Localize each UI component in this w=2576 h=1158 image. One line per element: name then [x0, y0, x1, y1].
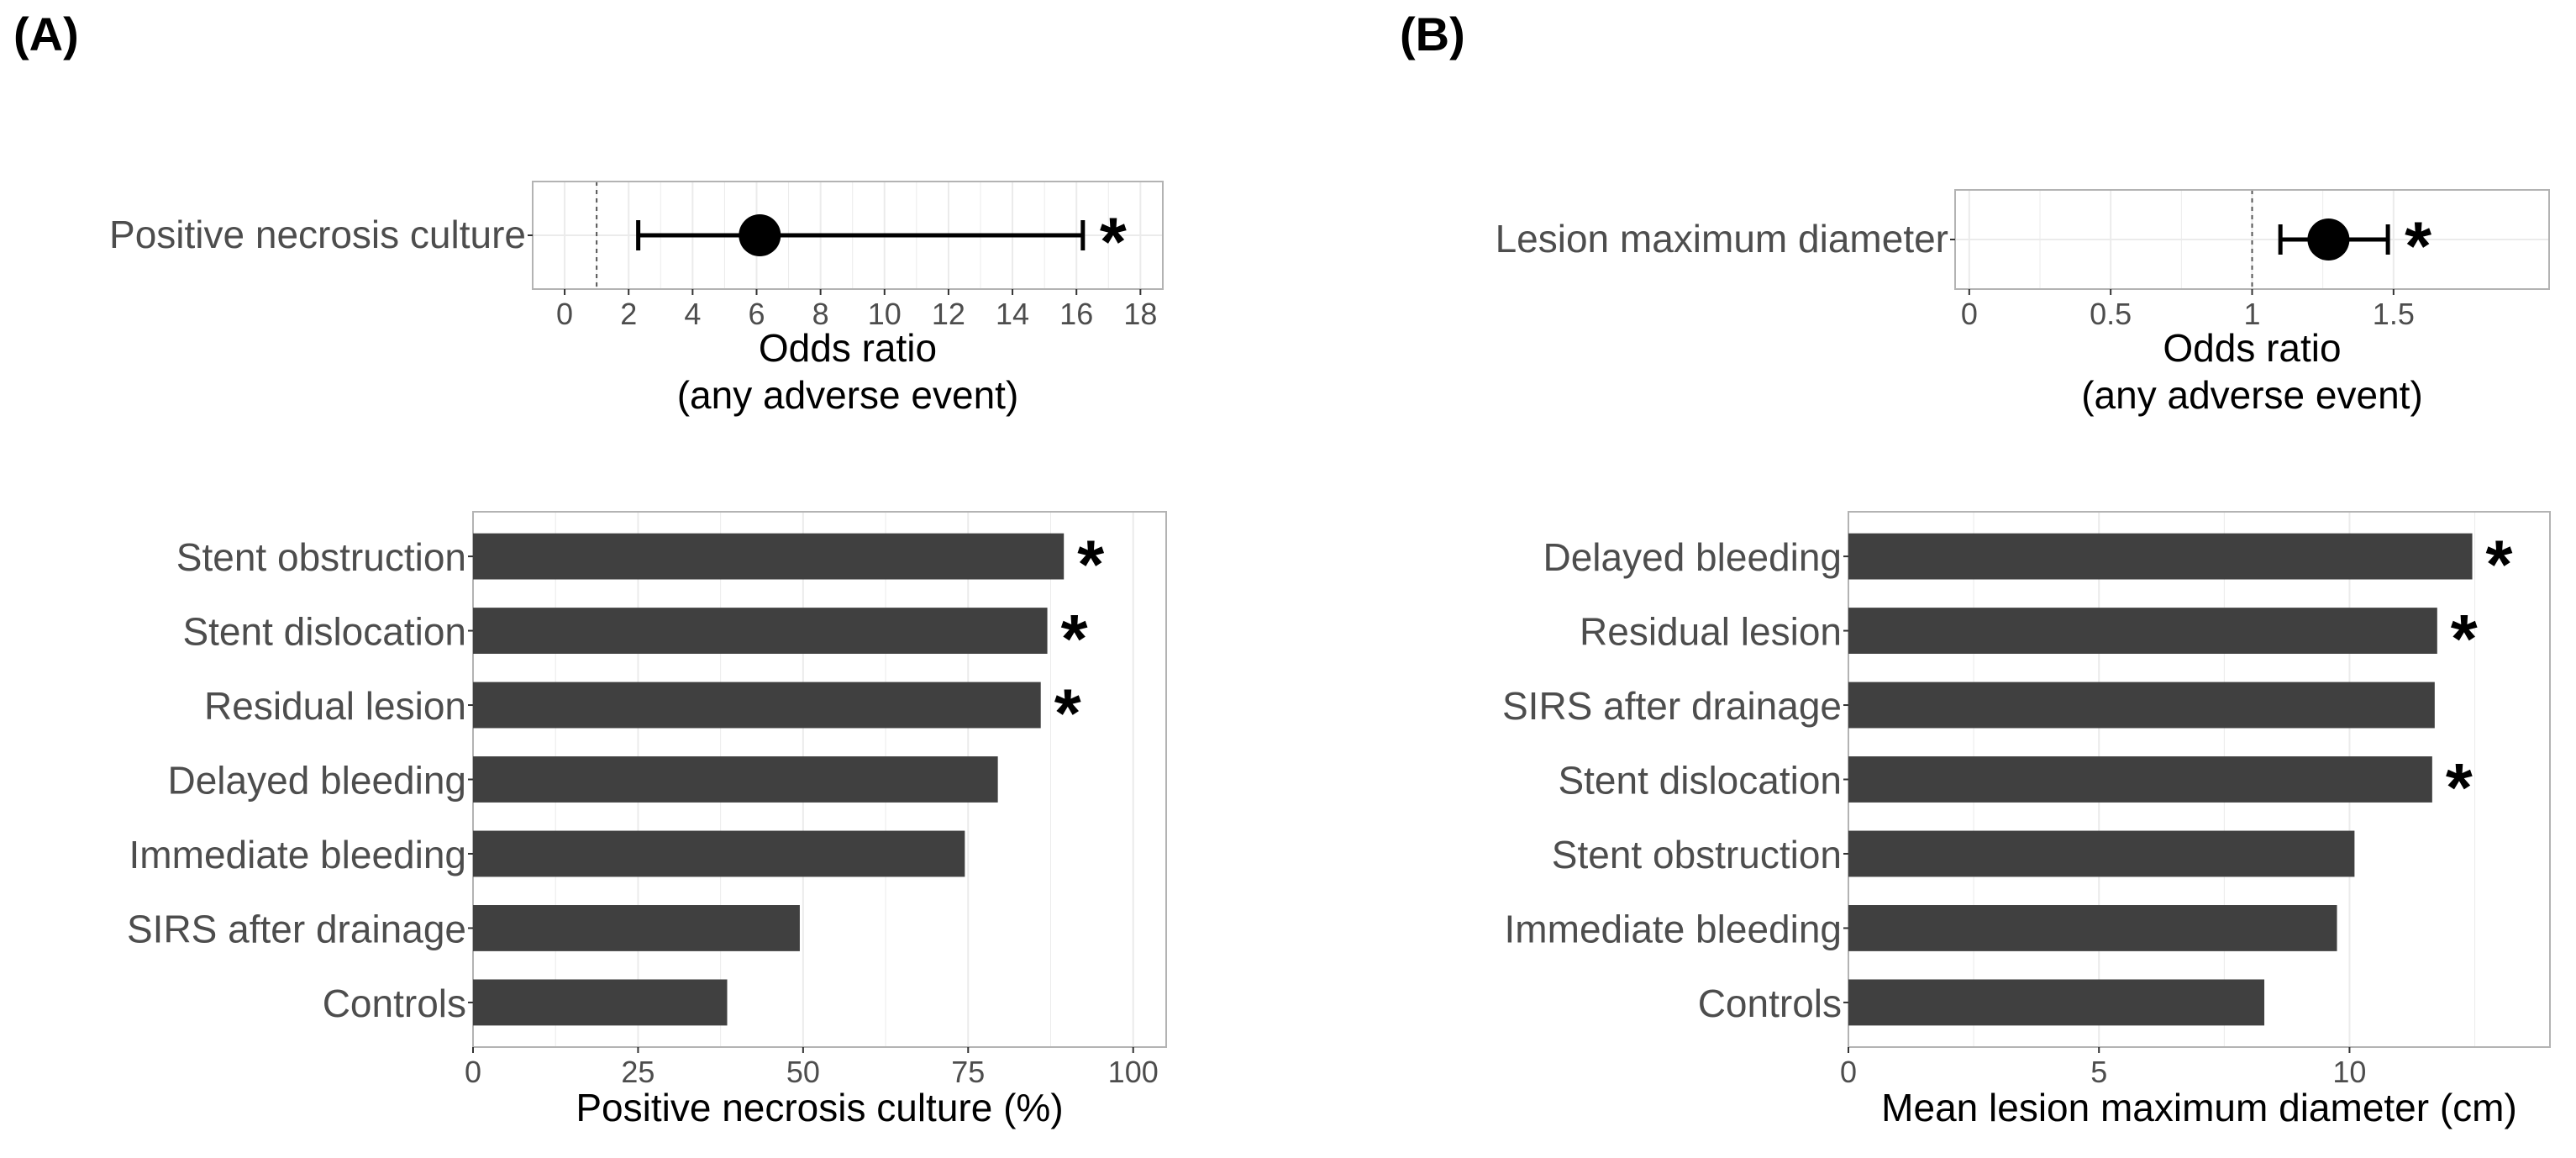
forest-plot-a: * Positive necrosis culture 0 2 4 6 8 10 12 14 16 1… — [109, 181, 1164, 417]
bar — [473, 830, 965, 877]
bar — [473, 533, 1065, 580]
estimate-point — [2307, 218, 2350, 261]
x-tick-label: 5 — [2090, 1055, 2107, 1089]
x-tick-label: 4 — [684, 297, 701, 331]
x-tick-label: 12 — [932, 297, 965, 331]
x-tick-label: 0 — [465, 1055, 481, 1089]
y-label: Positive necrosis culture — [109, 213, 526, 256]
bar — [473, 608, 1048, 654]
panel-label-a: (A) — [13, 8, 79, 61]
y-tick-label: Residual lesion — [1580, 610, 1842, 654]
y-tick-label: Delayed bleeding — [1543, 535, 1843, 579]
x-axis-title: Mean lesion maximum diameter (cm) — [1881, 1086, 2517, 1129]
x-tick-label: 10 — [868, 297, 902, 331]
x-tick-label: 14 — [996, 297, 1029, 331]
x-tick-label: 75 — [951, 1055, 985, 1089]
estimate-point — [739, 214, 781, 256]
y-tick-label: Delayed bleeding — [168, 759, 467, 803]
y-tick-label: Stent dislocation — [1558, 759, 1842, 803]
x-tick-label: 0 — [1961, 297, 1978, 331]
y-tick-label: Controls — [1698, 982, 1842, 1025]
x-tick-label: 16 — [1059, 297, 1093, 331]
significance-star: * — [2451, 602, 2478, 678]
significance-star: * — [2486, 527, 2513, 603]
y-tick-label: Residual lesion — [204, 684, 466, 728]
significance-star: * — [2446, 750, 2473, 827]
y-tick-label: Stent obstruction — [176, 535, 466, 579]
y-tick-label: Immediate bleeding — [129, 833, 466, 876]
x-axis-title: Odds ratio — [2163, 326, 2341, 370]
bar — [1848, 756, 2432, 803]
x-tick-label: 0.5 — [2090, 297, 2132, 331]
y-label: Lesion maximum diameter — [1496, 217, 1948, 261]
x-tick-label: 1 — [2243, 297, 2260, 331]
significance-star: * — [1077, 527, 1104, 603]
bar — [1848, 830, 2355, 877]
y-tick-label: Controls — [323, 982, 466, 1025]
y-tick-label: SIRS after drainage — [1502, 684, 1842, 728]
y-tick-label: SIRS after drainage — [127, 907, 466, 950]
bar-chart-a: Stent obstruction * Stent dislocation * Resi… — [127, 511, 1167, 1129]
significance-star: * — [1061, 602, 1088, 678]
x-tick-label: 1.5 — [2373, 297, 2415, 331]
x-tick-label: 100 — [1108, 1055, 1159, 1089]
x-tick-label: 8 — [812, 297, 829, 331]
x-tick-label: 0 — [1840, 1055, 1857, 1089]
x-tick-label: 10 — [2332, 1055, 2366, 1089]
bar — [473, 979, 728, 1026]
x-tick-label: 0 — [556, 297, 573, 331]
y-tick-label: Immediate bleeding — [1505, 907, 1842, 950]
bar — [473, 905, 800, 951]
bar — [1848, 905, 2337, 951]
significance-star: * — [1054, 676, 1081, 752]
x-tick-label: 6 — [748, 297, 765, 331]
x-axis-title: Positive necrosis culture (%) — [576, 1086, 1063, 1129]
x-tick-label: 50 — [786, 1055, 820, 1089]
significance-star: * — [2405, 208, 2431, 285]
bar — [1848, 608, 2437, 654]
bar — [1848, 533, 2473, 580]
x-tick-label: 25 — [621, 1055, 655, 1089]
bar — [473, 756, 998, 803]
bar — [473, 682, 1041, 729]
panel-label-b: (B) — [1400, 8, 1465, 61]
bar — [1848, 979, 2265, 1026]
bar-chart-b: Delayed bleeding * Residual lesion * SIRS af… — [1502, 511, 2551, 1129]
x-tick-label: 18 — [1123, 297, 1157, 331]
significance-star: * — [1100, 204, 1127, 281]
x-axis-title: Odds ratio — [759, 326, 937, 370]
x-tick-label: 2 — [620, 297, 637, 331]
x-axis-subtitle: (any adverse event) — [2081, 373, 2423, 417]
x-axis-subtitle: (any adverse event) — [677, 373, 1019, 417]
forest-plot-b: * Lesion maximum diameter 0 0.5 1 1.5 Odds rat… — [1496, 189, 2550, 417]
bar — [1848, 682, 2435, 729]
y-tick-label: Stent obstruction — [1552, 833, 1842, 876]
y-tick-label: Stent dislocation — [182, 610, 466, 654]
